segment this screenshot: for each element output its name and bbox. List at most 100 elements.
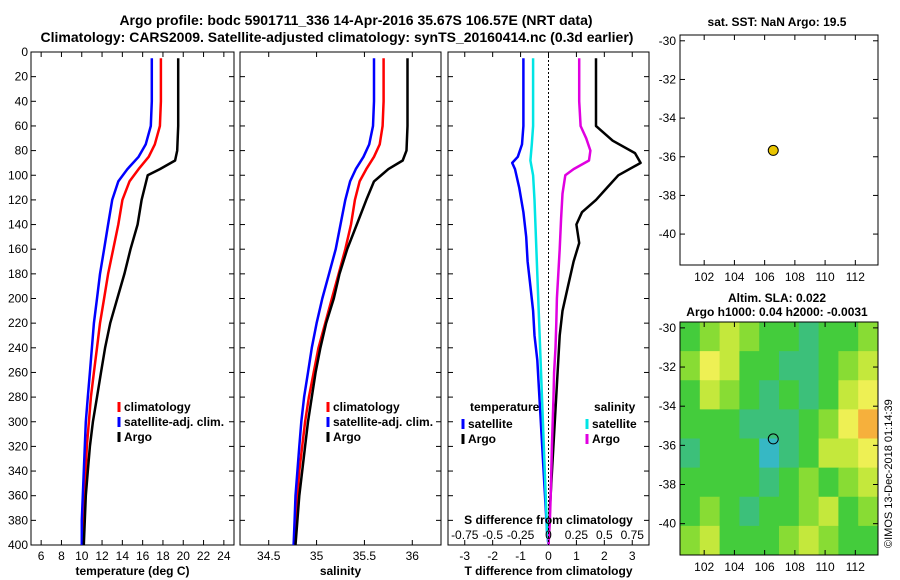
heatmap-cell [798,322,820,352]
y-tick-label: 120 [8,193,28,207]
x-tick-label: 112 [846,270,865,284]
heatmap-cell [798,525,820,556]
series-line-climatology [80,58,163,546]
heatmap-cell [838,351,859,381]
heatmap-cell [699,409,721,439]
y-tick-label: -34 [659,399,677,413]
x-axis-label: temperature (deg C) [75,564,189,578]
heatmap-cell [759,322,780,352]
heatmap-cell [858,467,879,498]
legend-title: temperature [470,400,540,414]
y-tick-label: -38 [659,188,677,202]
heatmap-cell [699,322,721,352]
map-title: Altim. SLA: 0.022 [728,291,826,305]
heatmap-cell [779,351,800,381]
figure-title-line2: Climatology: CARS2009. Satellite-adjuste… [41,29,634,45]
heatmap-cell [838,409,859,439]
panel-sla_map: -30 -32 -34 -36 -38 -40 102 104 106 108 110 112 Alti… [659,291,879,574]
y-tick-label: 160 [8,242,28,256]
map-title: sat. SST: NaN Argo: 19.5 [708,15,847,29]
x-tick-label: 106 [755,270,775,284]
top-tick-label: -0.5 [482,528,503,542]
heatmap-cell [680,322,701,352]
x-tick-label: 104 [724,560,744,574]
y-tick-label: 60 [15,119,29,133]
heatmap-cell [838,438,859,469]
x-axis-label: T difference from climatology [464,564,632,578]
x-tick-label: 6 [38,549,45,563]
heatmap-cell [759,409,780,439]
plot-frame-salinity [239,51,442,546]
heatmap-cell [838,322,859,352]
y-tick-label: -30 [659,34,677,48]
heatmap-cell [779,322,800,352]
top-tick-label: 0.75 [621,528,645,542]
heatmap-cell [838,380,859,410]
y-tick-label: 300 [8,415,28,429]
x-tick-label: 22 [197,549,211,563]
y-tick-label: 360 [8,489,28,503]
heatmap-cell [680,351,701,381]
x-tick-label: -3 [459,549,470,563]
heatmap-cell [779,525,800,556]
heatmap-cell [779,438,800,469]
y-tick-label: 340 [8,464,28,478]
y-tick-label: -34 [659,111,677,125]
y-tick-label: 240 [8,341,28,355]
x-tick-label: 108 [785,560,805,574]
heatmap-cell [699,525,721,556]
heatmap-cell [680,525,701,556]
top-tick-label: 0 [545,528,552,542]
heatmap-cell [858,525,879,556]
series-line-climatology [293,58,385,546]
y-tick-label: 400 [8,538,28,552]
x-tick-label: 8 [58,549,65,563]
top-axis-label: S difference from climatology [464,513,633,527]
heatmap-cell [739,380,760,410]
heatmap-cell [739,525,760,556]
x-tick-label: 18 [156,549,170,563]
series-line-s-argo [547,58,592,546]
y-tick-label: 220 [8,316,28,330]
heatmap-cell [739,351,760,381]
y-tick-label: -40 [659,227,677,241]
heatmap-cell [739,438,760,469]
heatmap-cell [739,409,760,439]
top-tick-label: 0.25 [565,528,589,542]
x-tick-label: 14 [116,549,130,563]
x-tick-label: 12 [95,549,109,563]
x-axis-label: salinity [320,564,362,578]
plot-frame-difference [447,51,650,546]
heatmap-cell [739,467,760,498]
x-tick-label: 110 [816,560,835,574]
y-tick-label: 40 [15,94,29,108]
top-tick-label: 0.5 [596,528,613,542]
heatmap-cell [680,496,701,527]
x-tick-label: -2 [487,549,498,563]
map-frame-sla_map [679,321,879,556]
heatmap-cell [858,380,879,410]
heatmap-cell [739,496,760,527]
heatmap-cell [798,351,820,381]
x-tick-label: 36 [406,549,420,563]
y-tick-label: -38 [659,478,677,492]
heatmap-cell [719,322,740,352]
x-tick-label: 3 [629,549,636,563]
top-tick-label: -0.75 [451,528,479,542]
heatmap-cell [798,438,820,469]
heatmap-cell [699,351,721,381]
y-tick-label: 100 [8,168,28,182]
heatmap-cell [699,496,721,527]
x-tick-label: 16 [136,549,150,563]
y-tick-label: 20 [15,70,29,84]
legend-label: satellite [468,417,513,431]
legend-label: climatology [124,400,191,414]
series-line-satellite-adj-clim- [292,58,376,546]
heatmap-cell [818,467,839,498]
heatmap-cell [779,467,800,498]
panel-sst_map: -30 -32 -34 -36 -38 -40 102 104 106 108 110 112 sat.… [659,15,879,284]
legend-label: climatology [333,400,400,414]
y-tick-label: 280 [8,390,28,404]
heatmap-cell [798,380,820,410]
